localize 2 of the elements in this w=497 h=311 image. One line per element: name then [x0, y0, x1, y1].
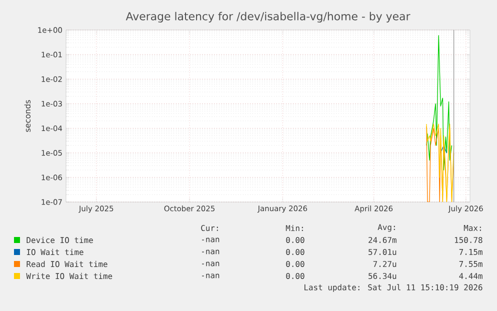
line-series [426, 35, 452, 170]
chart-title: Average latency for /dev/isabella-vg/home - by year [126, 12, 410, 23]
